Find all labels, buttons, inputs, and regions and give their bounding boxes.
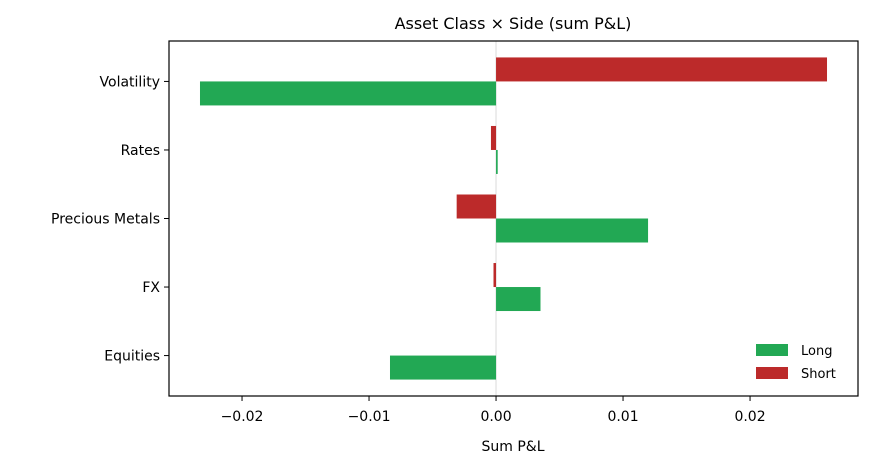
x-tick-label: −0.02 <box>221 409 264 425</box>
legend-swatch-long <box>756 344 788 356</box>
bar-short-volatility <box>496 57 828 82</box>
plot-frame <box>168 40 859 397</box>
legend-label-short: Short <box>801 367 836 382</box>
bar-long-rates <box>496 149 498 174</box>
x-tick-label: 0.00 <box>480 409 511 425</box>
y-tick-label: Volatility <box>100 74 160 90</box>
y-tick-label: Equities <box>104 349 160 365</box>
chart-title: Asset Class × Side (sum P&L) <box>395 14 632 33</box>
x-tick-label: 0.02 <box>734 409 765 425</box>
bar-long-precious-metals <box>496 218 649 243</box>
legend-label-long: Long <box>801 344 832 359</box>
bar-long-fx <box>496 287 541 312</box>
x-tick-label: −0.01 <box>348 409 391 425</box>
bar-long-volatility <box>199 81 497 106</box>
legend-swatch-short <box>756 367 788 379</box>
y-tick-label: Rates <box>121 143 160 159</box>
x-tick-label: 0.01 <box>607 409 638 425</box>
bar-long-equities <box>389 355 497 380</box>
y-tick-label: Precious Metals <box>51 212 160 228</box>
bar-short-precious-metals <box>456 194 497 219</box>
bar-short-rates <box>490 125 497 150</box>
y-tick-label: FX <box>142 280 160 296</box>
bar-short-fx <box>493 263 497 288</box>
x-axis-label: Sum P&L <box>481 439 544 455</box>
